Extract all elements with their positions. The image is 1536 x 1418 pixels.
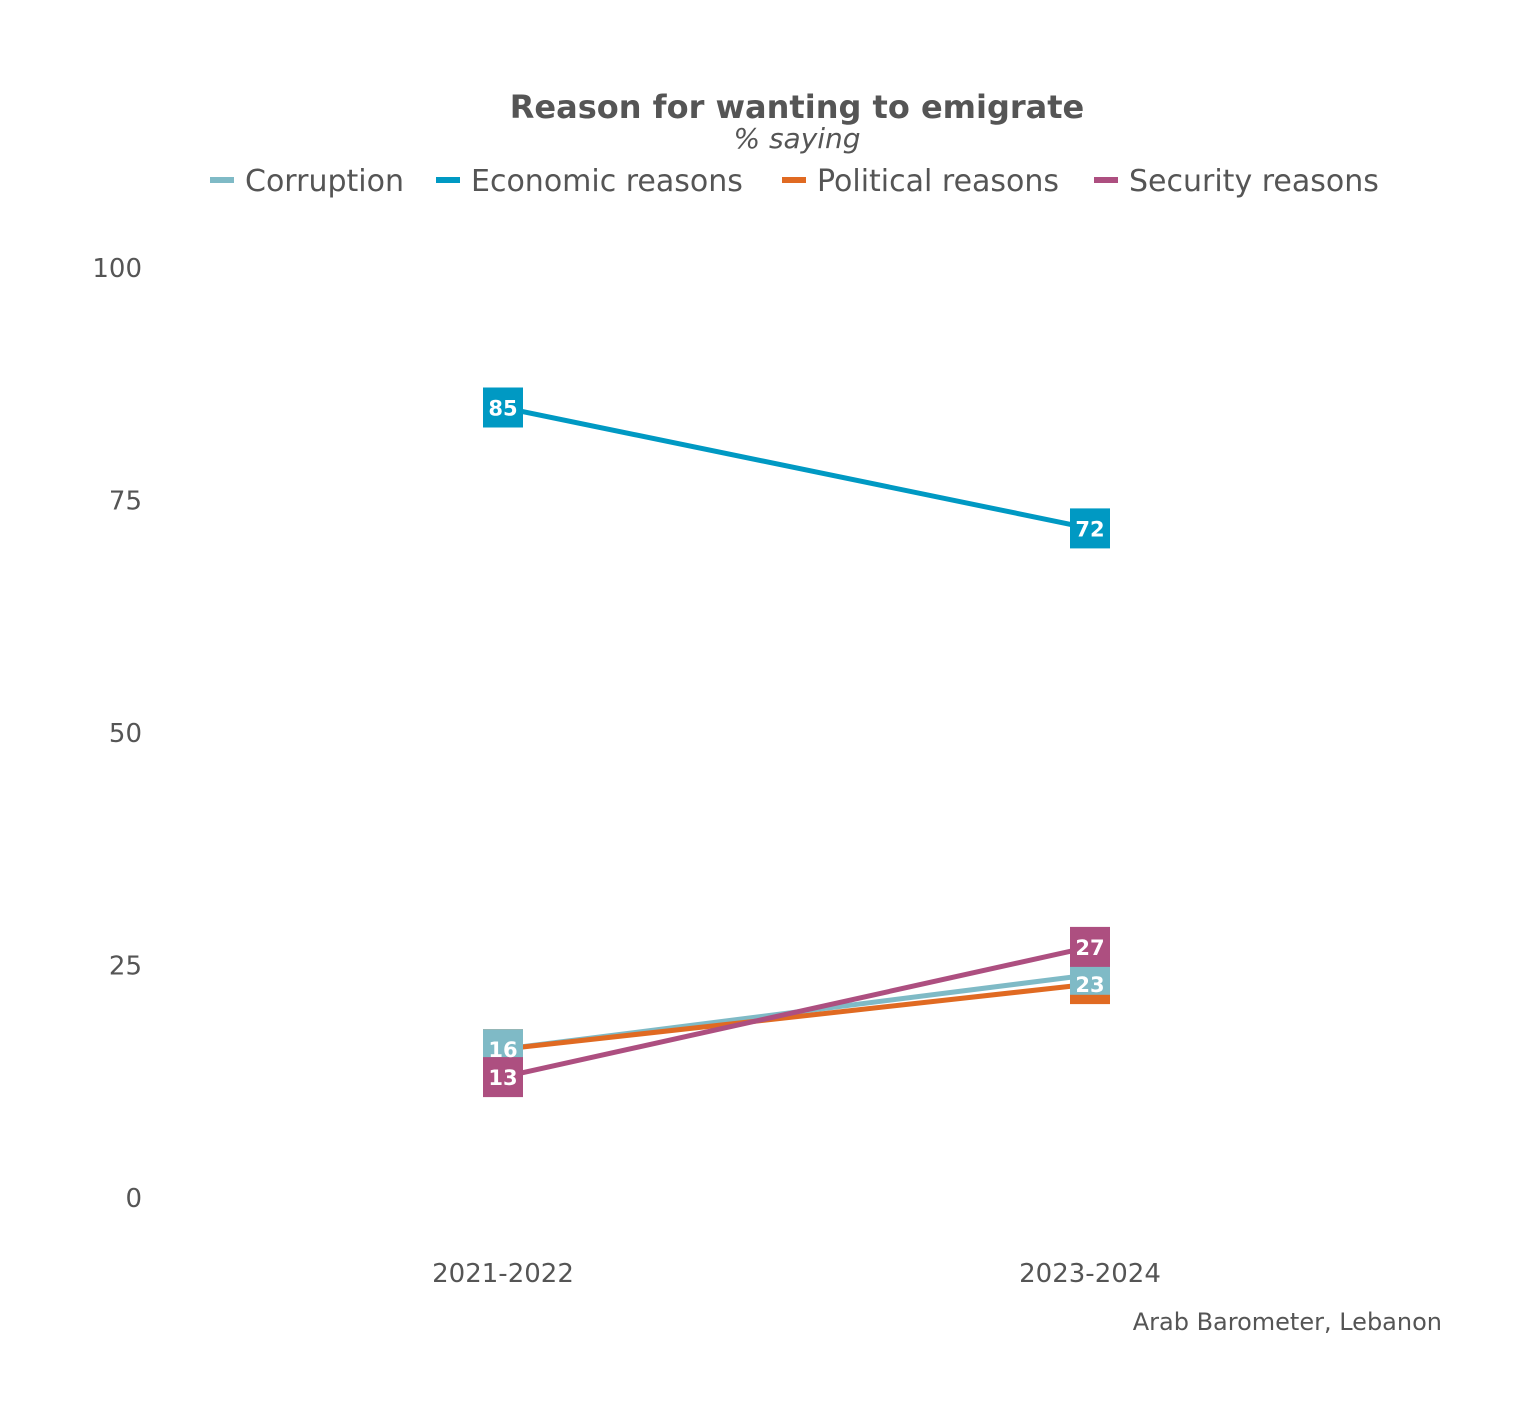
legend-label: Political reasons xyxy=(817,164,1059,199)
data-point-marker xyxy=(1070,926,1110,967)
legend-item: Political reasons xyxy=(782,164,1059,199)
y-tick-label: 75 xyxy=(109,487,142,517)
legend-label: Economic reasons xyxy=(471,164,743,199)
legend-label: Corruption xyxy=(245,164,404,199)
x-axis: 2021-2022 2023-2024 xyxy=(432,1259,1161,1289)
series-lines xyxy=(502,405,1091,1080)
data-label: 72 xyxy=(1075,517,1104,541)
y-tick-label: 0 xyxy=(125,1184,142,1214)
legend-item: Corruption xyxy=(210,164,404,199)
y-tick-label: 100 xyxy=(92,254,142,284)
data-label: 85 xyxy=(488,397,517,421)
legend-item: Economic reasons xyxy=(436,164,743,199)
y-tick-label: 25 xyxy=(109,952,142,982)
chart-subtitle: % saying xyxy=(733,122,860,155)
data-labels: 16 85 72 23 13 27 xyxy=(488,397,1104,1091)
data-point-marker xyxy=(1070,508,1110,549)
caption: Arab Barometer, Lebanon xyxy=(1133,1308,1442,1336)
data-label: 27 xyxy=(1075,936,1104,960)
x-tick-label: 2021-2022 xyxy=(432,1259,574,1289)
y-tick-label: 50 xyxy=(109,719,142,749)
series-line xyxy=(502,981,1091,1052)
series-line xyxy=(502,405,1091,531)
legend-label: Security reasons xyxy=(1129,164,1379,199)
legend: Corruption Economic reasons Political reas… xyxy=(210,164,1379,199)
data-point-marker xyxy=(483,387,523,428)
data-label: 23 xyxy=(1075,973,1104,997)
data-label-boxes xyxy=(483,387,1110,1098)
chart-title: Reason for wanting to emigrate xyxy=(510,88,1084,126)
legend-item: Security reasons xyxy=(1094,164,1379,199)
data-label: 13 xyxy=(488,1066,517,1090)
data-point-marker xyxy=(483,1057,523,1098)
y-axis: 0 25 50 75 100 xyxy=(92,254,142,1214)
data-label: 16 xyxy=(488,1038,517,1062)
x-tick-label: 2023-2024 xyxy=(1019,1259,1161,1289)
series-line xyxy=(502,944,1091,1080)
